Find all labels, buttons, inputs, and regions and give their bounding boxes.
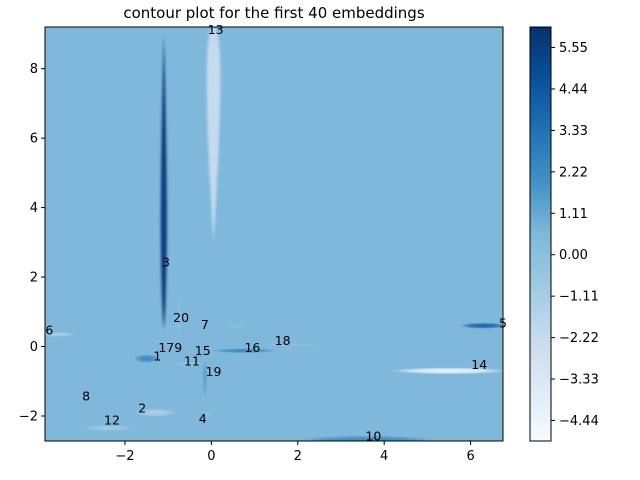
colorbar-tick-label: 2.22	[559, 165, 588, 180]
point-label: 15	[195, 343, 211, 358]
colorbar-tick-label: 0.00	[559, 248, 588, 263]
colorbar-tick-label: 4.44	[559, 82, 588, 97]
point-label: 1	[153, 348, 161, 363]
point-label: 8	[82, 388, 90, 403]
y-axis: −2 0 2 4 6 8	[19, 62, 45, 424]
contour-spike	[206, 27, 221, 243]
y-tick-label: 8	[30, 62, 38, 77]
y-tick-label: 2	[30, 271, 38, 286]
contour-spike	[203, 360, 207, 397]
contour-blob	[297, 435, 437, 441]
plot-frame	[44, 26, 504, 442]
x-tick-label: −2	[115, 449, 134, 464]
contour-blob	[174, 361, 205, 366]
contour-blob	[133, 354, 160, 363]
point-label: 7	[201, 317, 209, 332]
x-tick-label: 4	[380, 449, 388, 464]
colorbar-tick-label: 5.55	[559, 41, 588, 56]
colorbar-tick-label: 3.33	[559, 124, 588, 139]
chart-title: contour plot for the first 40 embeddings	[123, 4, 424, 22]
colorbar-ticks: 5.55 4.44 3.33 2.22 1.11 0.00 −1.11 −2.22 −3.33 −…	[551, 41, 599, 429]
point-label: 18	[275, 333, 291, 348]
contour-blob	[81, 425, 134, 432]
point-label: 11	[184, 354, 200, 369]
colorbar-tick-label: −4.44	[559, 414, 599, 429]
contour-blob	[133, 408, 177, 417]
point-label: 14	[471, 357, 487, 372]
y-tick-label: 0	[30, 340, 38, 355]
contour-blob	[256, 343, 322, 347]
contour-spike	[177, 297, 181, 337]
x-tick-label: 0	[207, 449, 215, 464]
colorbar-tick-label: −3.33	[559, 373, 599, 388]
contour-features	[45, 27, 503, 441]
point-label: 19	[206, 364, 222, 379]
plot-background	[45, 27, 503, 441]
contour-blob	[211, 348, 277, 354]
x-tick-label: 6	[466, 449, 474, 464]
colorbar-tick-label: 1.11	[559, 207, 588, 222]
y-tick-label: 4	[30, 201, 38, 216]
x-tick-label: 2	[294, 449, 302, 464]
point-label: 179	[158, 340, 182, 355]
contour-blob	[200, 410, 214, 418]
point-label: 10	[365, 428, 381, 443]
contour-blob	[390, 367, 503, 375]
point-label: 20	[173, 310, 189, 325]
y-tick-label: 6	[30, 132, 38, 147]
contour-blob	[459, 322, 503, 329]
colorbar-tick-label: −1.11	[559, 290, 599, 305]
point-label: 12	[104, 413, 120, 428]
contour-blob	[45, 331, 76, 337]
colorbar-tick-label: −2.22	[559, 331, 599, 346]
point-label: 13	[208, 22, 224, 37]
point-label: 3	[162, 255, 170, 270]
point-label: 6	[45, 322, 53, 337]
y-tick-label: −2	[19, 409, 38, 424]
contour-spike	[160, 33, 167, 330]
contour-blob	[226, 321, 249, 330]
point-label: 4	[199, 411, 207, 426]
point-label: 2	[138, 401, 146, 416]
point-label: 16	[244, 340, 260, 355]
x-axis: −2 0 2 4 6	[115, 441, 475, 464]
colorbar	[529, 26, 552, 442]
